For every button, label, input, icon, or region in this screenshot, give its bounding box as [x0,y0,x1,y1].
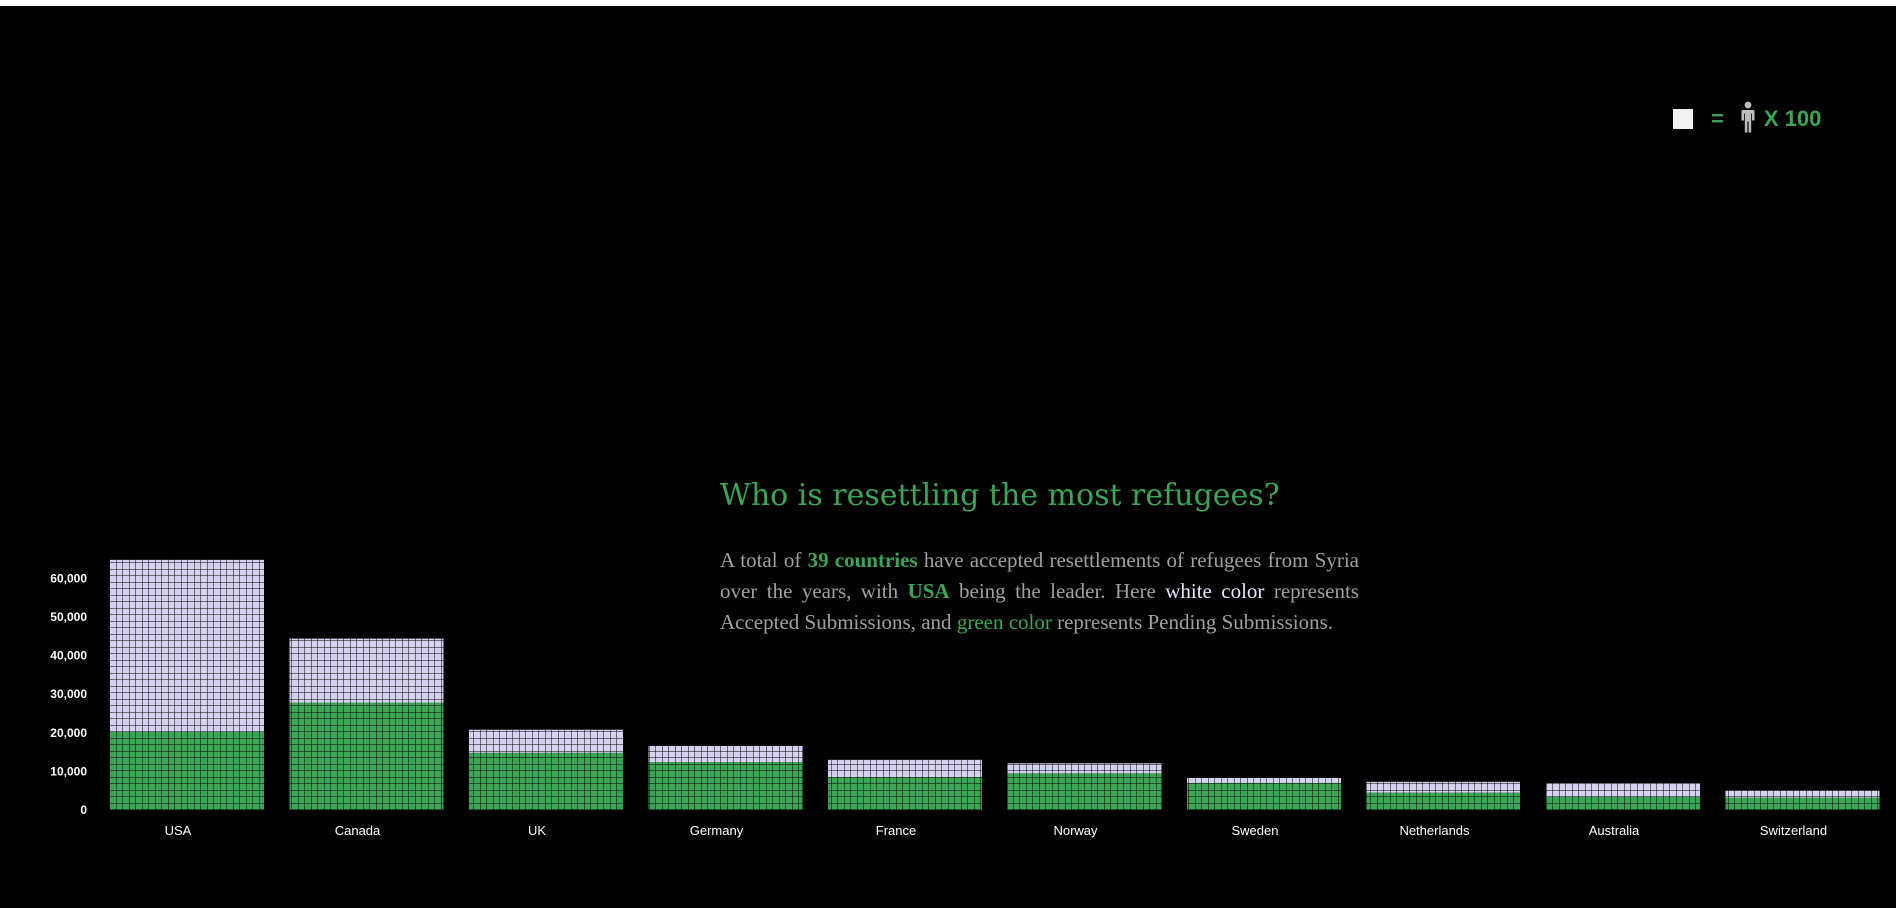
x-tick-label: Switzerland [1760,823,1827,838]
para-white-color: white color [1165,579,1265,603]
x-tick-label: France [876,823,916,838]
para-countries: 39 countries [807,548,918,572]
x-tick-label: USA [165,823,192,838]
legend-multiplier: X 100 [1763,106,1822,131]
x-tick-label: Sweden [1232,823,1279,838]
square-icon [1673,109,1693,129]
cell-grid [110,559,1880,810]
bar-cells [469,729,623,810]
bar-cells [1725,790,1880,810]
x-tick-label: Norway [1053,823,1098,838]
para-text-2: have accepted resettlements of refugees … [720,548,1359,603]
x-tick-label: Canada [335,823,381,838]
legend-equals: = [1711,106,1724,131]
bar-cells [648,745,803,810]
y-tick-label: 40,000 [50,649,87,663]
bar-cells [1546,782,1700,810]
y-tick-label: 10,000 [50,764,87,778]
x-axis: USA Canada UK Germany France Norway Sweden Neth… [165,823,1827,838]
y-tick-label: 0 [80,803,87,817]
bar-cells [1007,763,1162,810]
top-bar [0,0,1896,6]
bar-cells [110,559,264,810]
description-paragraph: A total of 39 countries have accepted re… [720,545,1359,638]
y-tick-label: 50,000 [50,610,87,624]
person-icon [1740,101,1756,138]
legend: = X 100 [1673,101,1822,134]
para-leader: USA [907,579,950,603]
bar-cells [828,759,982,810]
bar-cells [1187,777,1341,810]
headline: Who is resettling the most refugees? [720,478,1280,513]
x-tick-label: Netherlands [1399,823,1470,838]
y-tick-label: 20,000 [50,726,87,740]
x-tick-label: UK [528,823,546,838]
bar-cells [289,638,444,810]
y-axis: 0 10,000 20,000 30,000 40,000 50,000 60,000 [50,571,87,817]
para-text-1: A total of [720,548,808,572]
bar-cells [1366,781,1521,810]
para-green-color: green color [956,610,1052,634]
x-tick-label: Germany [690,823,744,838]
para-text-5: represents Pending Submissions. [1051,610,1334,634]
para-text-3: being the leader. Here [949,579,1166,603]
para-text-4: represents Accepted Submissions, and [720,579,1359,634]
x-tick-label: Australia [1589,823,1640,838]
y-tick-label: 30,000 [50,687,87,701]
y-tick-label: 60,000 [50,571,87,585]
